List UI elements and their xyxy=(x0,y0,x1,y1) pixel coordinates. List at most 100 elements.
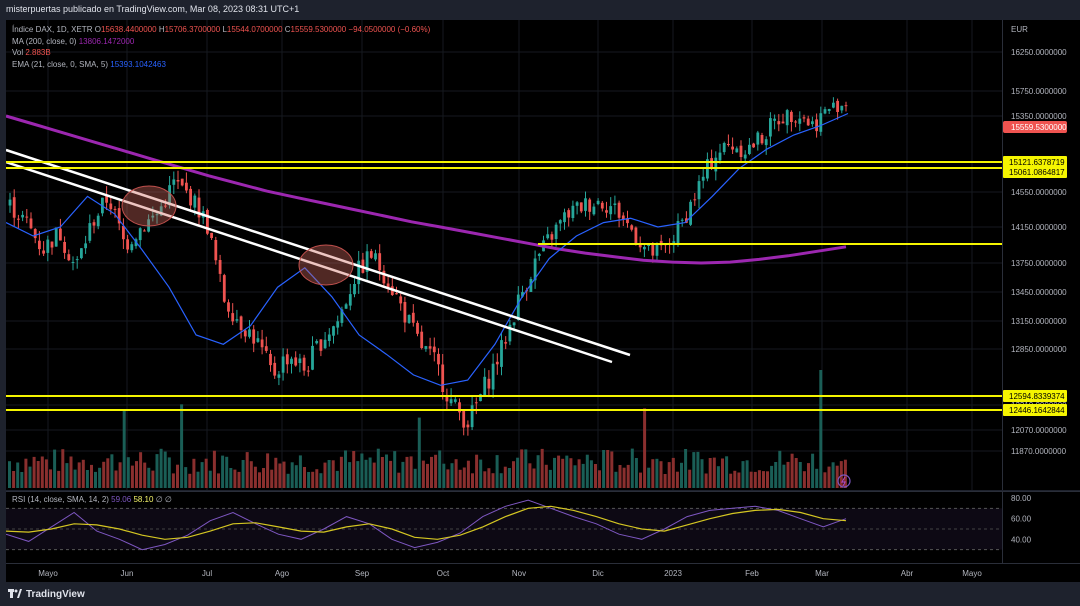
volume-bar xyxy=(270,469,274,488)
price-tick-label: 16250.0000000 xyxy=(1011,48,1067,57)
volume-bar xyxy=(421,460,425,488)
volume-bar xyxy=(634,458,638,488)
candle-body xyxy=(815,119,818,132)
candle-body xyxy=(748,144,751,154)
main-chart-pane[interactable] xyxy=(5,20,1002,490)
candle-body xyxy=(302,357,306,371)
volume-bar xyxy=(40,456,44,488)
candle-body xyxy=(529,279,533,292)
candle-body xyxy=(588,199,592,212)
open-value: 15638.4400000 xyxy=(100,25,157,34)
volume-bar xyxy=(94,471,97,488)
volume-bar xyxy=(712,457,716,488)
volume-bar xyxy=(405,456,409,488)
volume-bar xyxy=(397,472,401,488)
footer-bar: TradingView xyxy=(0,584,1080,606)
candle-body xyxy=(336,321,340,328)
volume-bar xyxy=(843,459,847,488)
candle-body xyxy=(277,374,281,378)
time-axis[interactable]: Mayo Jun Jul Ago Sep Oct Nov Dic 2023 Feb Mar Abr Ma… xyxy=(6,563,1080,582)
candlestick-chart[interactable] xyxy=(5,20,1002,490)
candle-body xyxy=(327,334,331,341)
candle-body xyxy=(567,210,571,218)
candle-body xyxy=(218,260,222,274)
candle-body xyxy=(811,121,814,125)
volume-bar xyxy=(409,456,413,488)
candle-body xyxy=(802,117,806,119)
highlight-ellipse-june xyxy=(121,185,177,227)
volume-bar xyxy=(802,471,806,488)
candle-body xyxy=(449,399,453,404)
rsi-tick-label: 40.00 xyxy=(1011,535,1032,544)
candle-body xyxy=(63,242,66,253)
candle-body xyxy=(54,227,58,247)
candle-body xyxy=(731,146,734,150)
volume-bar xyxy=(639,472,642,488)
volume-bar xyxy=(401,461,405,488)
candle-body xyxy=(827,109,831,111)
volume-bar xyxy=(520,449,524,488)
candle-body xyxy=(508,324,512,342)
ema-value: 15393.1042463 xyxy=(110,59,166,69)
rsi-pane[interactable] xyxy=(5,491,1002,564)
volume-bar xyxy=(798,462,802,488)
candle-body xyxy=(466,424,470,428)
candle-body xyxy=(781,121,785,124)
candle-body xyxy=(605,210,608,213)
volume-bar xyxy=(221,455,225,488)
candle-body xyxy=(521,292,524,297)
candle-body xyxy=(80,248,83,259)
candle-body xyxy=(626,218,629,224)
candle-body xyxy=(67,254,71,261)
price-tick-label: 12850.0000000 xyxy=(1011,345,1067,354)
time-tick-label: 2023 xyxy=(664,569,682,578)
price-tick-label: 13450.0000000 xyxy=(1011,288,1067,297)
candle-body xyxy=(617,202,621,218)
volume-bar xyxy=(630,448,634,488)
trendline-lower xyxy=(5,160,613,364)
volume-bar xyxy=(212,450,216,488)
volume-bar xyxy=(680,462,683,488)
volume-bar xyxy=(245,452,249,488)
volume-bar xyxy=(73,469,77,488)
candle-body xyxy=(193,195,197,208)
candle-body xyxy=(832,102,835,108)
volume-bar xyxy=(569,458,573,488)
close-value: 15559.5300000 xyxy=(290,25,347,34)
publisher-line: misterpuertas publicado en TradingView.c… xyxy=(6,4,300,14)
volume-bar xyxy=(475,454,479,488)
volume-bar xyxy=(155,454,159,488)
volume-bar xyxy=(360,453,364,488)
volume-bar xyxy=(721,458,724,488)
volume-bar xyxy=(745,460,749,488)
candle-body xyxy=(537,253,541,256)
level-tag xyxy=(1003,166,1067,178)
price-axis-labels: EUR 16250.0000000 15750.0000000 15350.00000… xyxy=(1003,25,1067,456)
volume-bar xyxy=(266,453,270,488)
candle-body xyxy=(319,339,323,351)
chart-legend: Índice DAX, 1D, XETR O15638.4400000 H157… xyxy=(12,24,430,70)
volume-bar xyxy=(557,455,561,488)
candle-body xyxy=(819,113,823,132)
last-price-label: 15559.5300000 xyxy=(1011,123,1067,132)
candle-body xyxy=(88,223,92,241)
volume-bar xyxy=(565,455,569,488)
time-axis-labels: Mayo Jun Jul Ago Sep Oct Nov Dic 2023 Feb Mar Abr Ma… xyxy=(38,569,982,578)
candle-body xyxy=(311,345,314,370)
volume-bar xyxy=(426,463,429,488)
price-tick-label: 14150.0000000 xyxy=(1011,223,1067,232)
candle-body xyxy=(382,270,386,284)
ema-row: EMA (21, close, 0, SMA, 5) 15393.1042463 xyxy=(12,59,430,71)
price-tick-label: 15350.0000000 xyxy=(1011,112,1067,121)
candle-body xyxy=(374,253,377,260)
candle-body xyxy=(697,181,701,200)
volume-bar xyxy=(835,465,839,488)
ohlc-row: Índice DAX, 1D, XETR O15638.4400000 H157… xyxy=(12,24,430,36)
instrument-label: Índice DAX, 1D, XETR xyxy=(12,25,93,34)
volume-bar xyxy=(130,465,134,488)
rsi-legend-icons: ∅ ∅ xyxy=(155,495,172,504)
rsi-chart[interactable] xyxy=(5,492,1002,564)
volume-bar xyxy=(114,470,118,488)
price-axis[interactable]: EUR 16250.0000000 15750.0000000 15350.00000… xyxy=(1002,20,1080,490)
volume-bar xyxy=(32,456,36,488)
